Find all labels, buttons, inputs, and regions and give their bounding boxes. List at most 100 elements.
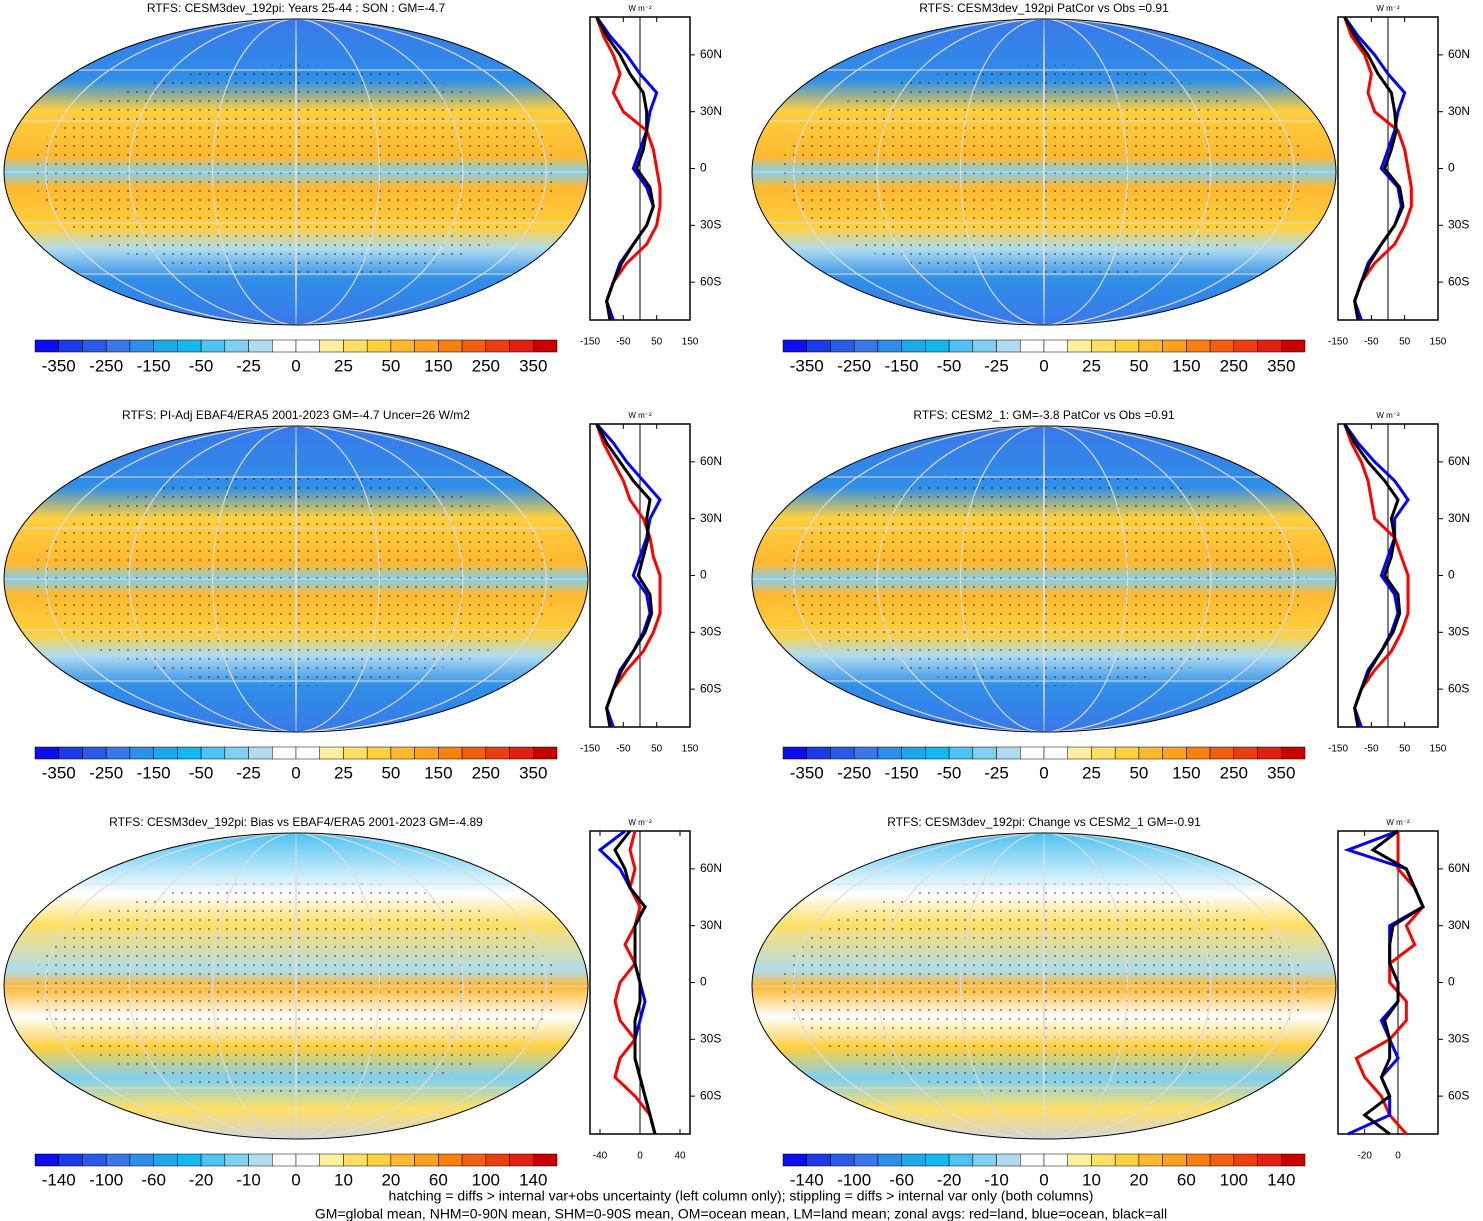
colorbar-box bbox=[1281, 339, 1306, 353]
colorbar-label: 10 bbox=[1082, 1170, 1101, 1189]
colorbar-box bbox=[295, 1153, 320, 1167]
colorbar-box bbox=[853, 746, 879, 760]
colorbar-box bbox=[853, 1153, 879, 1167]
x-tick-label: -50 bbox=[616, 744, 631, 755]
colorbar-box bbox=[105, 339, 131, 353]
y-tick-label: 30S bbox=[700, 624, 721, 638]
colorbar-box bbox=[295, 746, 320, 760]
colorbar-box bbox=[830, 746, 855, 760]
colorbar-box bbox=[438, 1153, 463, 1167]
colorbar-label: -100 bbox=[89, 1170, 123, 1189]
colorbar-label: 60 bbox=[1177, 1170, 1196, 1189]
zonal-line bbox=[595, 423, 662, 728]
colorbar-label: -250 bbox=[837, 763, 871, 782]
colorbar-box bbox=[82, 746, 107, 760]
colorbar-box bbox=[509, 339, 534, 353]
colorbar-box bbox=[782, 339, 807, 353]
colorbar-box bbox=[224, 746, 249, 760]
colorbar-box bbox=[343, 339, 368, 353]
y-tick-label: 0 bbox=[1448, 975, 1455, 989]
colorbar-label: -20 bbox=[189, 1170, 214, 1189]
colorbar-box bbox=[1043, 746, 1068, 760]
colorbar-box bbox=[948, 746, 974, 760]
colorbar-box bbox=[248, 1153, 273, 1167]
colorbar-box bbox=[58, 339, 83, 353]
colorbar-label: -50 bbox=[189, 356, 214, 375]
colorbar-box bbox=[509, 1153, 534, 1167]
colorbar-box bbox=[1114, 746, 1140, 760]
colorbar-box bbox=[877, 339, 902, 353]
colorbar-label: -25 bbox=[236, 356, 261, 375]
colorbar-box bbox=[1209, 339, 1235, 353]
x-axis-label: W m⁻² bbox=[1376, 4, 1400, 13]
colorbar-label: 250 bbox=[1220, 763, 1248, 782]
colorbar-box bbox=[806, 339, 831, 353]
colorbar-label: 25 bbox=[334, 763, 353, 782]
colorbar-box bbox=[806, 1153, 831, 1167]
x-axis-label: W m⁻² bbox=[628, 411, 652, 420]
colorbar-box bbox=[129, 746, 154, 760]
colorbar-box bbox=[1020, 1153, 1045, 1167]
zonal-line bbox=[595, 16, 655, 321]
colorbar-box bbox=[972, 339, 997, 353]
x-tick-label: 40 bbox=[674, 1151, 686, 1162]
colorbar-box bbox=[1067, 1153, 1092, 1167]
colorbar-label: -350 bbox=[790, 763, 824, 782]
footer-note: GM=global mean, NHM=0-90N mean, SHM=0-90… bbox=[315, 1206, 1167, 1221]
colorbar-box bbox=[1091, 339, 1116, 353]
colorbar-box bbox=[461, 1153, 487, 1167]
x-tick-label: 50 bbox=[1399, 337, 1411, 348]
colorbar-box bbox=[105, 746, 131, 760]
colorbar-box bbox=[200, 746, 226, 760]
colorbar-box bbox=[533, 746, 558, 760]
colorbar-box bbox=[248, 339, 273, 353]
colorbar-label: 50 bbox=[381, 356, 400, 375]
panel-title: RTFS: CESM3dev_192pi: Bias vs EBAF4/ERA5… bbox=[109, 815, 483, 829]
colorbar-box bbox=[782, 1153, 807, 1167]
colorbar-box bbox=[1114, 339, 1140, 353]
colorbar-box bbox=[533, 1153, 558, 1167]
zonal-line bbox=[1343, 16, 1405, 321]
y-tick-label: 60N bbox=[700, 47, 722, 61]
colorbar-box bbox=[1209, 746, 1235, 760]
colorbar-label: -20 bbox=[937, 1170, 962, 1189]
colorbar-box bbox=[948, 1153, 974, 1167]
colorbar-label: 350 bbox=[519, 763, 547, 782]
panel-title: RTFS: CESM3dev_192pi: Change vs CESM2_1 … bbox=[887, 815, 1201, 829]
x-tick-label: 0 bbox=[637, 1151, 643, 1162]
colorbar-label: -140 bbox=[790, 1170, 824, 1189]
colorbar-box bbox=[200, 1153, 226, 1167]
y-tick-label: 60N bbox=[700, 861, 722, 875]
y-tick-label: 30N bbox=[700, 511, 722, 525]
colorbar-label: 140 bbox=[1267, 1170, 1295, 1189]
panel-title: RTFS: CESM3dev_192pi: Years 25-44 : SON … bbox=[147, 1, 446, 15]
colorbar-box bbox=[343, 746, 368, 760]
colorbar-label: -350 bbox=[42, 356, 76, 375]
colorbar-box bbox=[533, 339, 558, 353]
y-tick-label: 30N bbox=[1448, 104, 1470, 118]
colorbar-box bbox=[82, 339, 107, 353]
colorbar-box bbox=[1043, 339, 1068, 353]
colorbar-label: -250 bbox=[837, 356, 871, 375]
zonal-line bbox=[595, 16, 659, 321]
colorbar-label: 50 bbox=[1129, 356, 1148, 375]
colorbar-label: 350 bbox=[519, 356, 547, 375]
colorbar-label: 350 bbox=[1267, 356, 1295, 375]
colorbar-label: -150 bbox=[137, 356, 171, 375]
colorbar-box bbox=[1114, 1153, 1140, 1167]
colorbar-label: -150 bbox=[137, 763, 171, 782]
colorbar-box bbox=[972, 746, 997, 760]
colorbar-box bbox=[105, 1153, 131, 1167]
y-tick-label: 60S bbox=[1448, 274, 1469, 288]
colorbar-box bbox=[319, 1153, 344, 1167]
colorbar-box bbox=[485, 746, 510, 760]
colorbar-box bbox=[1233, 746, 1258, 760]
colorbar-label: 150 bbox=[424, 763, 452, 782]
colorbar-box bbox=[1186, 1153, 1211, 1167]
colorbar-label: -10 bbox=[984, 1170, 1009, 1189]
colorbar-box bbox=[390, 746, 415, 760]
colorbar-box bbox=[806, 746, 831, 760]
colorbar-label: -100 bbox=[837, 1170, 871, 1189]
y-tick-label: 30N bbox=[1448, 918, 1470, 932]
colorbar-box bbox=[925, 1153, 950, 1167]
